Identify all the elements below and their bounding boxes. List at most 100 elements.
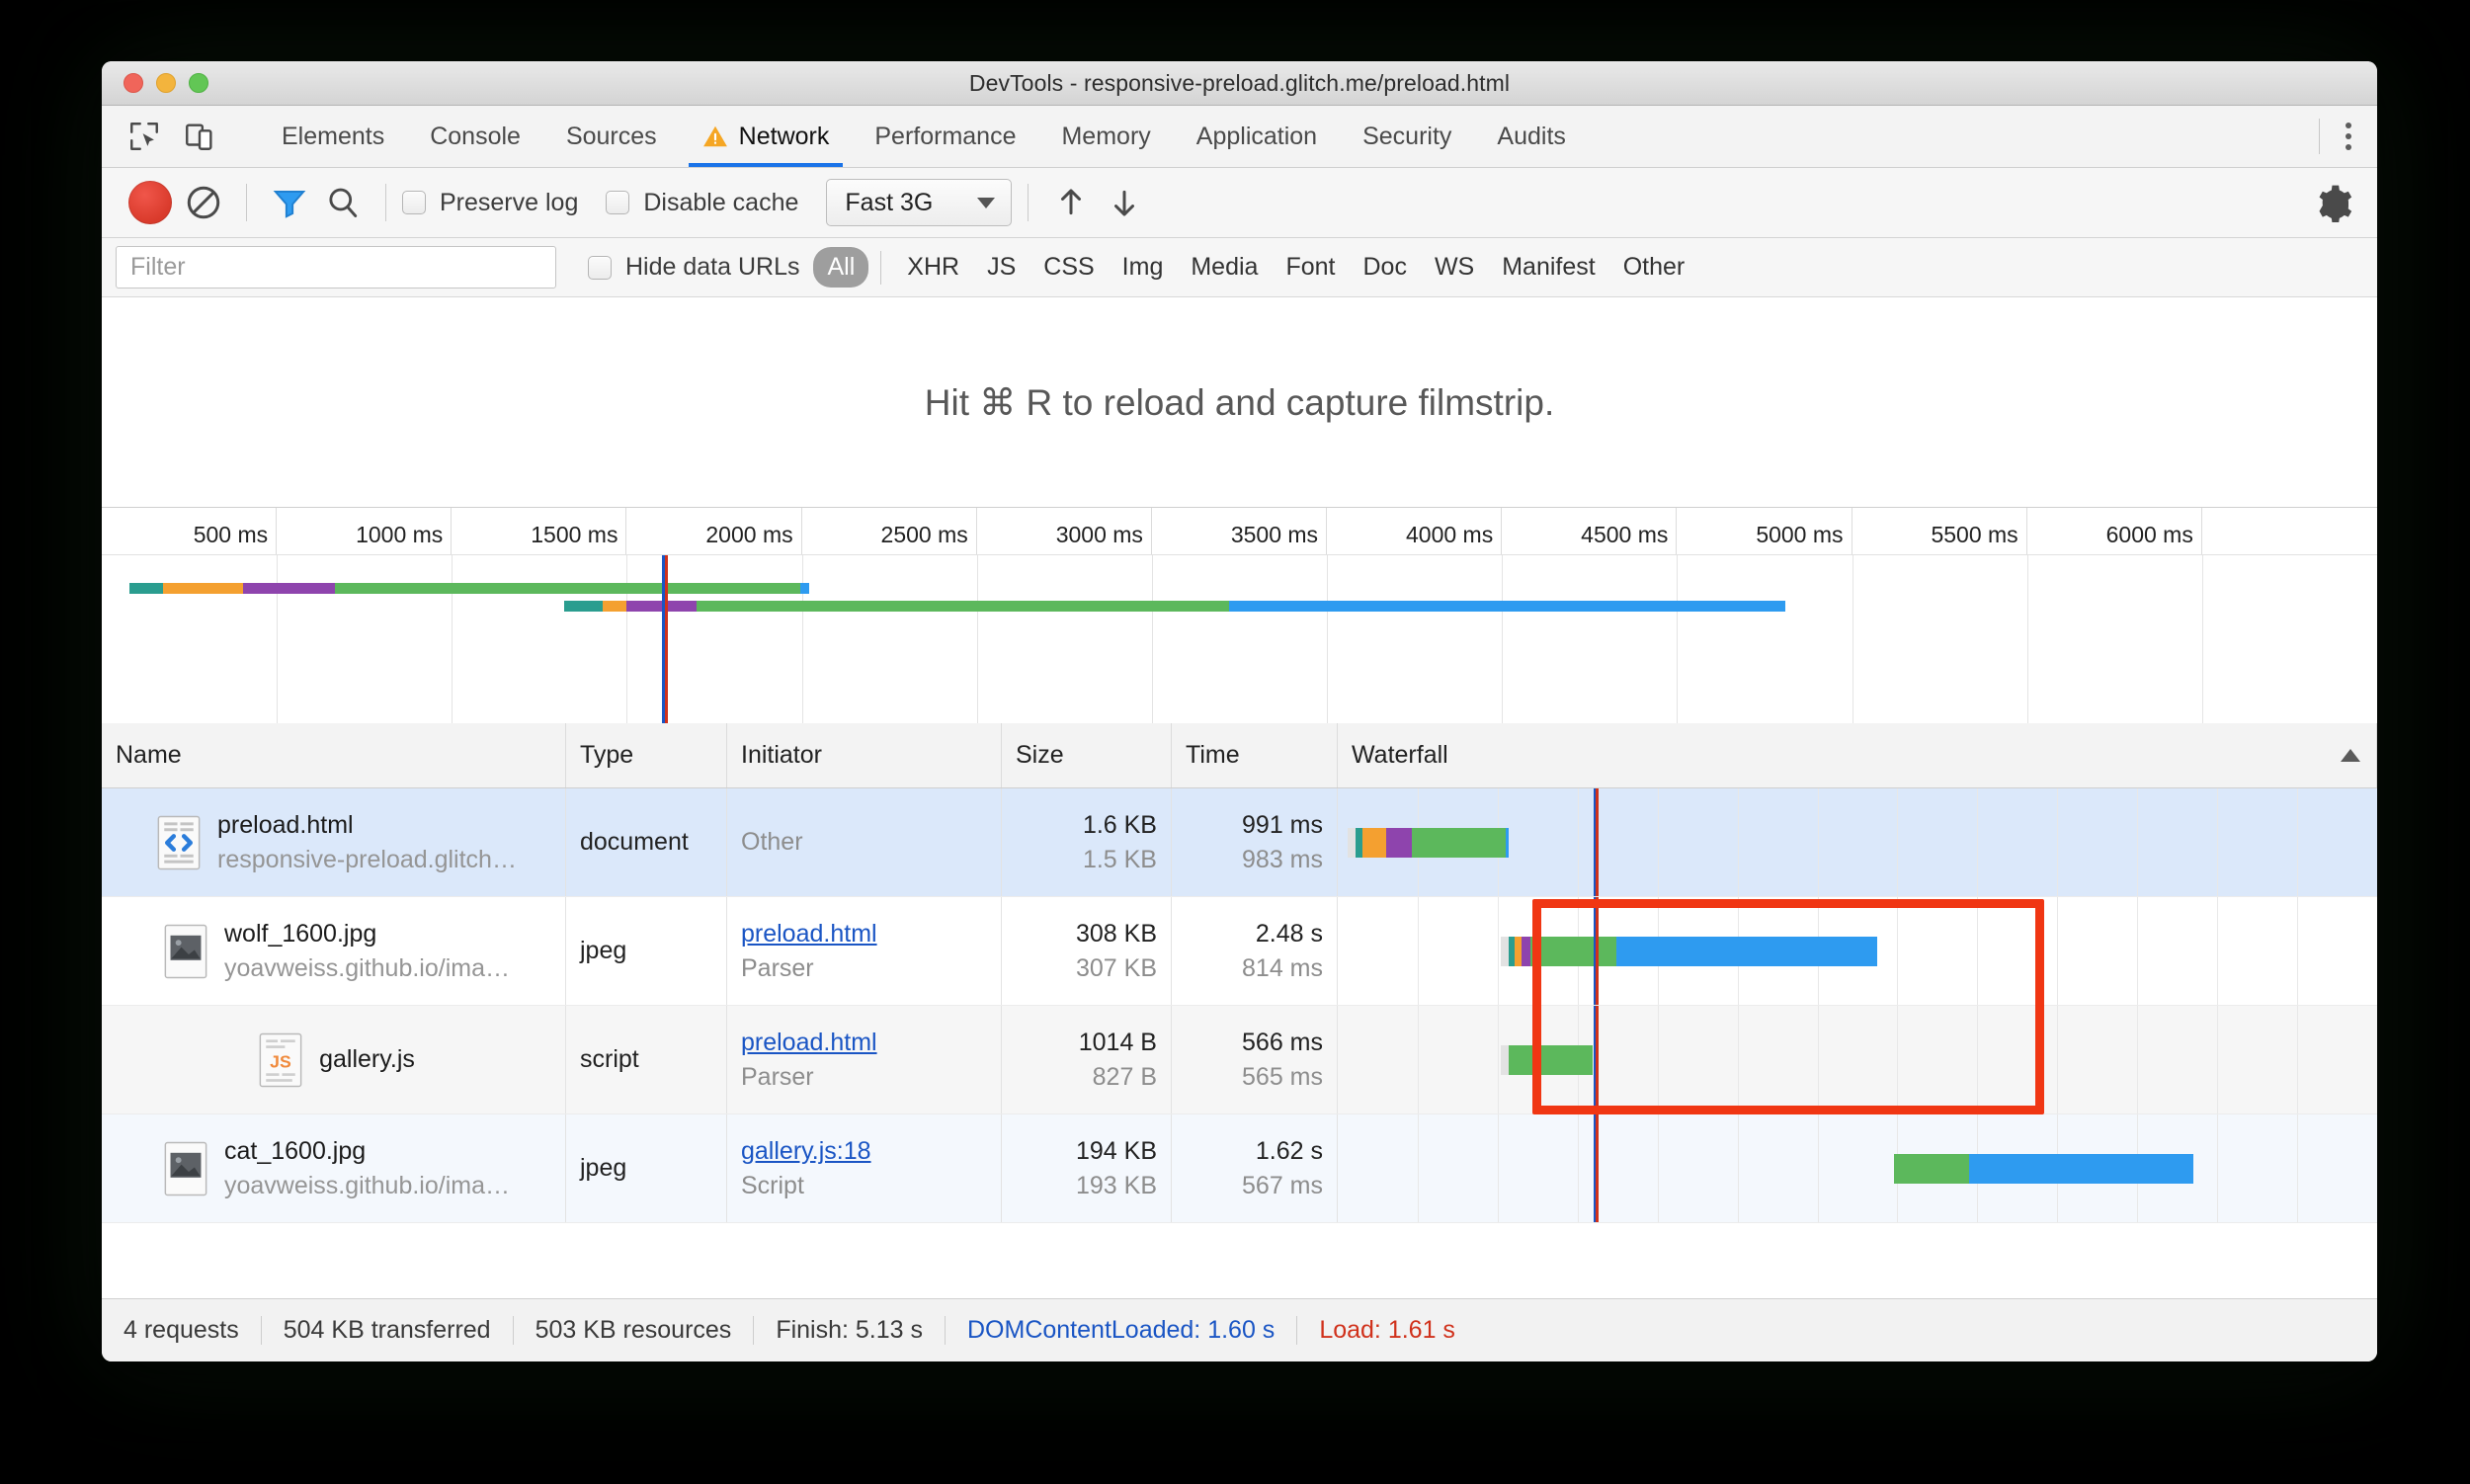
inspect-element-icon[interactable] [122,114,167,159]
column-header-name[interactable]: Name [102,723,566,787]
waterfall-segment-tail [1969,1153,2193,1184]
table-body[interactable]: preload.html responsive-preload.glitch… … [102,788,2377,1298]
waterfall-gridline [1577,788,1579,896]
request-domain: yoavweiss.github.io/ima… [223,1171,510,1199]
type-filter-font[interactable]: Font [1285,253,1336,281]
cell-type: jpeg [566,1114,727,1222]
type-filter-img[interactable]: Img [1121,253,1164,281]
type-filter-css[interactable]: CSS [1043,253,1095,281]
column-header-waterfall[interactable]: Waterfall [1338,723,2377,787]
time-value: 2.48 s [1255,919,1323,948]
initiator-link[interactable]: preload.html [741,919,877,948]
column-header-initiator[interactable]: Initiator [727,723,1002,787]
overview-bar-segment-tail [1228,601,1786,612]
waterfall-gridline [2297,1006,2299,1113]
ruler-tick-label: 3000 ms [1055,522,1143,547]
waterfall-bar[interactable] [1501,1044,1593,1075]
waterfall-segment-content-download [1894,1153,1970,1184]
waterfall-bar[interactable] [1501,936,1878,966]
ruler-tick: 1000 ms [102,508,453,554]
size-value: 194 KB [1075,1136,1157,1165]
request-type: document [580,828,689,856]
type-filter-xhr[interactable]: XHR [907,253,960,281]
tab-security[interactable]: Security [1340,106,1474,167]
throttling-select[interactable]: Fast 3G [826,179,1013,226]
overview-bar-segment-content-download [334,583,800,594]
filter-toggle-button[interactable] [263,176,316,229]
waterfall-bar[interactable] [1894,1153,2193,1184]
table-row[interactable]: preload.html responsive-preload.glitch… … [102,788,2377,897]
cell-name: wolf_1600.jpg yoavweiss.github.io/ima… [102,897,566,1005]
waterfall-segment-content-download [1509,1044,1593,1075]
settings-button[interactable] [2314,183,2377,222]
clear-icon [187,186,220,219]
size-sub: 827 B [1092,1062,1157,1091]
waterfall-bar[interactable] [1347,827,1510,858]
summary-finish: Finish: 5.13 s [754,1316,946,1345]
funnel-icon [273,190,306,218]
request-name: cat_1600.jpg [223,1136,367,1165]
table-row[interactable]: cat_1600.jpg yoavweiss.github.io/ima… jp… [102,1114,2377,1223]
request-type: jpeg [580,937,627,964]
waterfall-gridline [2057,1006,2059,1113]
cell-name: JS gallery.js [102,1006,566,1113]
size-value: 1014 B [1078,1028,1157,1056]
record-button[interactable] [124,176,177,229]
window-controls[interactable] [124,73,208,93]
type-filter-all[interactable]: All [813,247,869,288]
waterfall-segment-stalled [1355,827,1362,858]
initiator-link[interactable]: preload.html [741,1028,877,1056]
window-title: DevTools - responsive-preload.glitch.me/… [968,69,1511,96]
minimize-window-button[interactable] [156,73,176,93]
table-row[interactable]: wolf_1600.jpg yoavweiss.github.io/ima… j… [102,897,2377,1006]
network-overview[interactable]: 500 ms 1000 ms 1500 ms 2000 ms 2500 ms 3000 m… [102,508,2377,723]
tab-sources[interactable]: Sources [543,106,680,167]
tab-label: Sources [565,122,657,150]
maximize-window-button[interactable] [189,73,208,93]
hide-data-urls-checkbox[interactable]: Hide data URLs [588,253,799,282]
waterfall-gridline [2057,897,2059,1005]
tab-label: Security [1362,122,1452,150]
request-type: jpeg [580,1154,627,1182]
type-filter-media[interactable]: Media [1191,253,1259,281]
export-har-button[interactable] [1098,176,1151,229]
cell-waterfall [1338,1006,2377,1113]
table-row[interactable]: JS gallery.js script preload.html Parser 1… [102,1006,2377,1114]
device-toolbar-icon[interactable] [177,114,222,159]
column-header-time[interactable]: Time [1172,723,1338,787]
column-header-type[interactable]: Type [566,723,727,787]
size-sub: 307 KB [1075,953,1157,982]
initiator-link: Other [741,828,803,856]
filter-input[interactable]: Filter [116,246,556,289]
search-button[interactable] [316,176,370,229]
type-filter-other[interactable]: Other [1622,253,1686,281]
type-filter-manifest[interactable]: Manifest [1502,253,1596,281]
disable-cache-checkbox[interactable]: Disable cache [606,189,798,217]
type-filter-doc[interactable]: Doc [1362,253,1407,281]
clear-button[interactable] [177,176,230,229]
type-filter-js[interactable]: JS [987,253,1017,281]
tab-elements[interactable]: Elements [259,106,407,167]
preserve-log-checkbox[interactable]: Preserve log [402,189,578,217]
tab-label: Application [1195,122,1318,150]
import-har-button[interactable] [1044,176,1098,229]
column-header-size[interactable]: Size [1002,723,1172,787]
tab-memory[interactable]: Memory [1038,106,1173,167]
close-window-button[interactable] [124,73,143,93]
ruler-tick: 1500 ms [102,508,627,554]
tab-network[interactable]: Network [680,106,853,167]
cell-size: 1.6 KB 1.5 KB [1002,788,1172,896]
type-filter-ws[interactable]: WS [1434,253,1475,281]
more-options-button[interactable] [2319,106,2377,167]
waterfall-gridline [2297,897,2299,1005]
tab-audits[interactable]: Audits [1474,106,1588,167]
ruler-tick-label: 1500 ms [531,522,618,547]
initiator-link[interactable]: gallery.js:18 [741,1136,871,1165]
overview-timeline[interactable] [102,555,2377,723]
overview-gridline [1852,555,1853,723]
tab-performance[interactable]: Performance [852,106,1038,167]
ruler-tick: 500 ms [102,508,278,554]
ruler-tick: 4000 ms [102,508,1503,554]
tab-application[interactable]: Application [1174,106,1340,167]
tab-console[interactable]: Console [407,106,543,167]
